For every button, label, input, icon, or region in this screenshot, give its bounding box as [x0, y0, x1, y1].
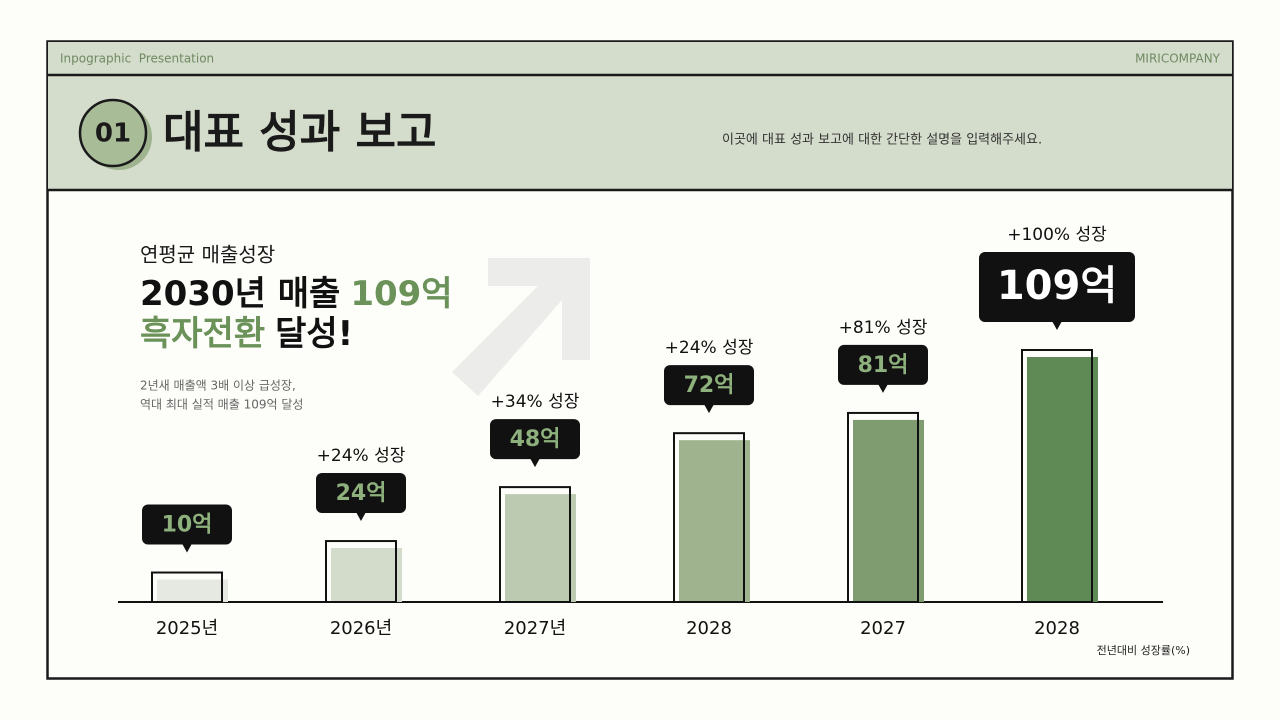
bar-outline [673, 432, 745, 603]
value-label-box [664, 365, 754, 406]
x-tick-label: 2028 [686, 618, 732, 639]
slide-description: 이곳에 대표 성과 보고에 대한 간단한 설명을 입력해주세요. [722, 133, 1042, 148]
headline-part: 2030년 매출 [140, 274, 340, 314]
headline: 흑자전환 달성! [140, 314, 353, 354]
value-label: 109억 [997, 263, 1117, 309]
bar [853, 419, 924, 602]
value-label-box [490, 419, 580, 460]
value-label-pointer [878, 383, 888, 393]
value-label-box [979, 252, 1135, 322]
growth-label: +24% 성장 [317, 446, 406, 466]
chart-note: 전년대비 성장률(%) [1097, 644, 1190, 657]
value-label-pointer [356, 512, 366, 522]
bar-outline [499, 486, 571, 603]
title-band [48, 42, 1232, 190]
badge [78, 98, 148, 168]
header-right: MIRICOMPANY [1135, 52, 1221, 66]
value-label: 10억 [162, 513, 213, 538]
headline-highlight: 흑자전환 [140, 314, 265, 354]
value-label: 81억 [858, 353, 909, 378]
value-label: 72억 [684, 373, 735, 398]
bar [157, 579, 228, 602]
bar-outline [151, 571, 223, 604]
value-label-box [142, 504, 232, 545]
header-left: Inpographic Presentation [60, 52, 214, 66]
kicker: 연평균 매출성장 [140, 243, 275, 267]
bar [505, 494, 576, 602]
bar [1027, 357, 1098, 602]
x-tick-label: 2026년 [330, 618, 392, 639]
value-label: 48억 [510, 427, 561, 452]
arrow-decoration [452, 258, 590, 396]
value-label-pointer [530, 458, 540, 468]
x-tick-label: 2027년 [504, 618, 566, 639]
x-tick-label: 2028 [1034, 618, 1080, 639]
slide-title: 대표 성과 보고 [163, 107, 437, 158]
bar [679, 440, 750, 602]
bar-outline [325, 540, 397, 604]
bar-outline [847, 411, 919, 604]
value-label-pointer [182, 543, 192, 553]
x-tick-label: 2027 [860, 618, 906, 639]
body-text: 2년새 매출액 3배 이상 급성장, [140, 379, 296, 393]
value-label: 24억 [336, 481, 387, 506]
bar [331, 548, 402, 602]
growth-label: +24% 성장 [665, 338, 754, 358]
x-tick-label: 2025년 [156, 618, 218, 639]
headline-part: 달성! [275, 314, 353, 354]
bar-outline [1021, 349, 1093, 603]
value-label-box [838, 344, 928, 385]
growth-label: +34% 성장 [491, 392, 580, 412]
value-label-pointer [704, 404, 714, 414]
value-label-pointer [1052, 321, 1062, 330]
body-text: 역대 최대 실적 매출 109억 달성 [140, 398, 303, 412]
headline-highlight: 109억 [350, 274, 452, 314]
value-label-box [316, 473, 406, 514]
growth-label: +100% 성장 [1007, 225, 1107, 245]
headline: 2030년 매출 109억 [140, 274, 453, 314]
growth-label: +81% 성장 [839, 318, 928, 338]
badge-number: 01 [95, 119, 131, 149]
